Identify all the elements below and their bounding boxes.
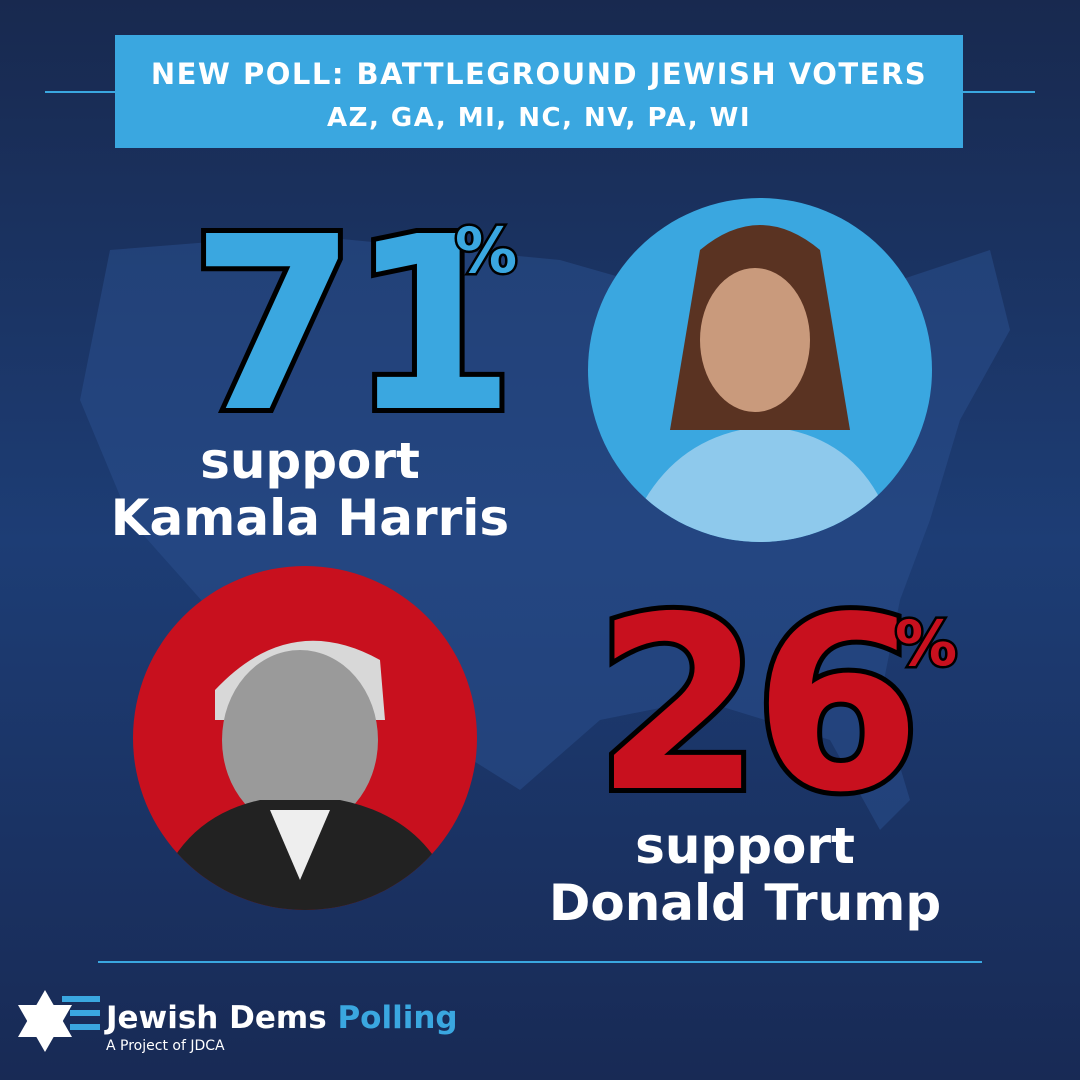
percent-value: 71 — [190, 185, 508, 465]
support-caption: support — [635, 817, 855, 875]
brand-name: Jewish Dems Polling — [104, 1000, 458, 1036]
logo-star — [18, 990, 100, 1052]
candidate-name: Kamala Harris — [111, 489, 509, 547]
percent-sign: % — [455, 214, 517, 287]
brand-name-highlight: Polling — [337, 1000, 457, 1036]
percent-value: 26 — [595, 565, 913, 845]
header-title: NEW POLL: BATTLEGROUND JEWISH VOTERS — [151, 57, 927, 91]
brand-name-main: Jewish Dems — [104, 1000, 327, 1036]
trump-photo — [150, 640, 460, 910]
candidate-name: Donald Trump — [549, 874, 941, 932]
brand-tagline: A Project of JDCA — [106, 1038, 225, 1054]
header-subtitle: AZ, GA, MI, NC, NV, PA, WI — [327, 103, 751, 133]
support-caption: support — [200, 432, 420, 490]
percent-sign: % — [895, 607, 957, 680]
header-box — [115, 35, 963, 148]
